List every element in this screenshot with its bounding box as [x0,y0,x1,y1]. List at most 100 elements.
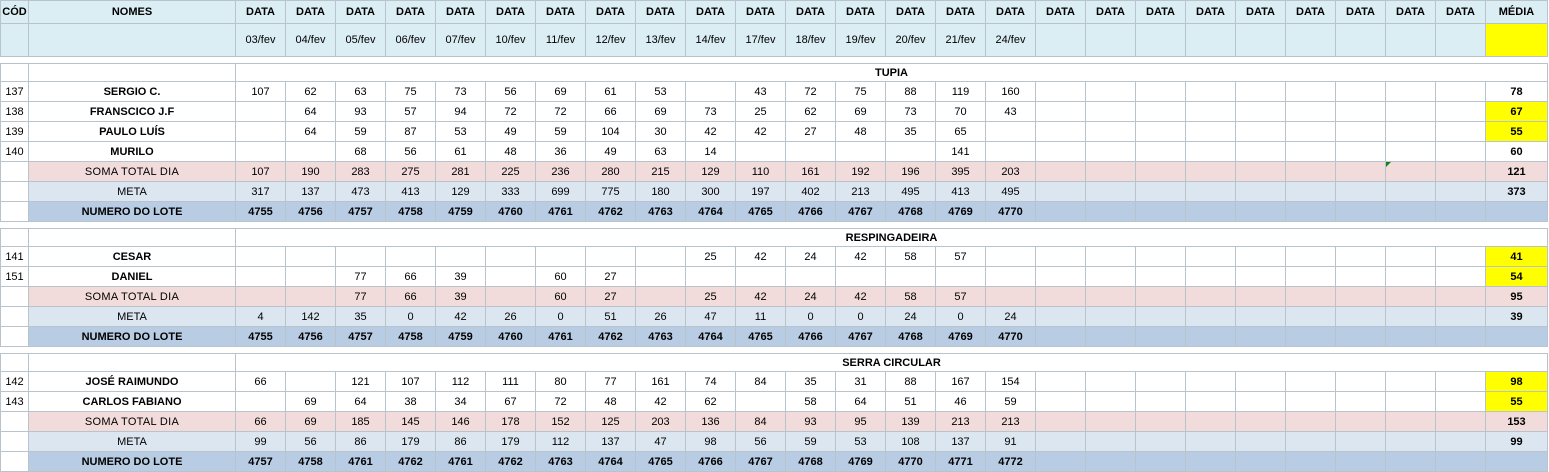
value-cell[interactable]: 104 [585,121,636,142]
date-cell[interactable]: 07/fev [435,23,486,57]
meta-value[interactable] [1185,306,1236,327]
value-cell[interactable]: 49 [485,121,536,142]
value-cell[interactable] [1335,141,1386,162]
date-header[interactable]: DATA [285,0,336,24]
soma-value[interactable] [1035,161,1086,182]
value-cell[interactable] [1335,101,1386,122]
date-cell[interactable]: 14/fev [685,23,736,57]
meta-value[interactable] [1185,431,1236,452]
value-cell[interactable]: 53 [435,121,486,142]
value-cell[interactable]: 121 [335,371,386,392]
lote-value[interactable]: 4765 [735,201,786,222]
date-header[interactable]: DATA [685,0,736,24]
soma-value[interactable] [1285,286,1336,307]
value-cell[interactable] [1135,81,1186,102]
date-cell[interactable] [1135,23,1186,57]
value-cell[interactable]: 48 [835,121,886,142]
value-cell[interactable]: 58 [885,246,936,267]
lote-value[interactable]: 4758 [385,201,436,222]
value-cell[interactable] [1385,266,1436,287]
meta-value[interactable] [1035,306,1086,327]
value-cell[interactable] [585,246,636,267]
value-cell[interactable] [1185,141,1236,162]
meta-value[interactable] [1335,181,1386,202]
soma-media[interactable]: 95 [1485,286,1548,307]
value-cell[interactable]: 59 [985,391,1036,412]
soma-value[interactable] [1435,286,1486,307]
soma-value[interactable]: 42 [835,286,886,307]
soma-value[interactable] [1435,411,1486,432]
meta-value[interactable]: 0 [785,306,836,327]
value-cell[interactable] [1235,246,1286,267]
meta-value[interactable]: 11 [735,306,786,327]
value-cell[interactable] [485,246,536,267]
value-cell[interactable] [1385,121,1436,142]
soma-value[interactable] [1435,161,1486,182]
soma-value[interactable]: 178 [485,411,536,432]
lote-value[interactable]: 4763 [635,201,686,222]
meta-value[interactable]: 47 [635,431,686,452]
meta-value[interactable] [1035,431,1086,452]
value-cell[interactable] [1185,81,1236,102]
lote-value[interactable]: 4764 [685,326,736,347]
lote-value[interactable]: 4758 [285,451,336,472]
lote-value[interactable] [1285,451,1336,472]
value-cell[interactable] [1435,81,1486,102]
lote-label[interactable]: NUMERO DO LOTE [28,201,236,222]
cod-header[interactable]: CÓD [0,0,29,24]
person-name[interactable]: SERGIO C. [28,81,236,102]
cod-subheader[interactable] [0,23,29,57]
date-header[interactable]: DATA [1335,0,1386,24]
value-cell[interactable] [235,266,286,287]
lote-value[interactable] [1135,201,1186,222]
lote-value[interactable]: 4759 [435,326,486,347]
lote-value[interactable]: 4767 [835,326,886,347]
meta-value[interactable]: 86 [435,431,486,452]
lote-value[interactable]: 4769 [935,201,986,222]
value-cell[interactable]: 72 [535,101,586,122]
value-cell[interactable] [1035,81,1086,102]
soma-value[interactable]: 42 [735,286,786,307]
meta-value[interactable] [1085,181,1136,202]
soma-value[interactable] [1335,411,1386,432]
meta-value[interactable]: 142 [285,306,336,327]
cod-cell[interactable]: 140 [0,141,29,162]
meta-value[interactable] [1235,181,1286,202]
date-cell[interactable] [1185,23,1236,57]
value-cell[interactable]: 35 [785,371,836,392]
meta-value[interactable]: 4 [235,306,286,327]
soma-value[interactable]: 110 [735,161,786,182]
cod-cell[interactable] [0,228,29,247]
soma-value[interactable]: 107 [235,161,286,182]
value-cell[interactable]: 72 [535,391,586,412]
lote-value[interactable]: 4763 [635,326,686,347]
cod-cell[interactable] [0,201,29,222]
soma-label[interactable]: SOMA TOTAL DIA [28,161,236,182]
meta-value[interactable]: 333 [485,181,536,202]
lote-value[interactable]: 4764 [585,451,636,472]
lote-value[interactable]: 4769 [835,451,886,472]
value-cell[interactable] [1185,391,1236,412]
value-cell[interactable] [985,266,1036,287]
lote-value[interactable]: 4766 [685,451,736,472]
value-cell[interactable] [1285,121,1336,142]
meta-value[interactable] [1235,306,1286,327]
date-header[interactable]: DATA [1385,0,1436,24]
lote-value[interactable] [1335,451,1386,472]
cod-cell[interactable] [0,63,29,82]
meta-media[interactable]: 373 [1485,181,1548,202]
value-cell[interactable] [235,141,286,162]
value-cell[interactable] [285,371,336,392]
date-header[interactable]: DATA [535,0,586,24]
value-cell[interactable] [1135,141,1186,162]
soma-value[interactable] [1285,161,1336,182]
value-cell[interactable]: 48 [485,141,536,162]
meta-value[interactable]: 47 [685,306,736,327]
meta-value[interactable]: 413 [385,181,436,202]
media-value[interactable]: 67 [1485,101,1548,122]
value-cell[interactable]: 27 [585,266,636,287]
value-cell[interactable] [1435,121,1486,142]
soma-value[interactable] [1185,411,1236,432]
person-name[interactable]: FRANSCICO J.F [28,101,236,122]
soma-value[interactable]: 185 [335,411,386,432]
